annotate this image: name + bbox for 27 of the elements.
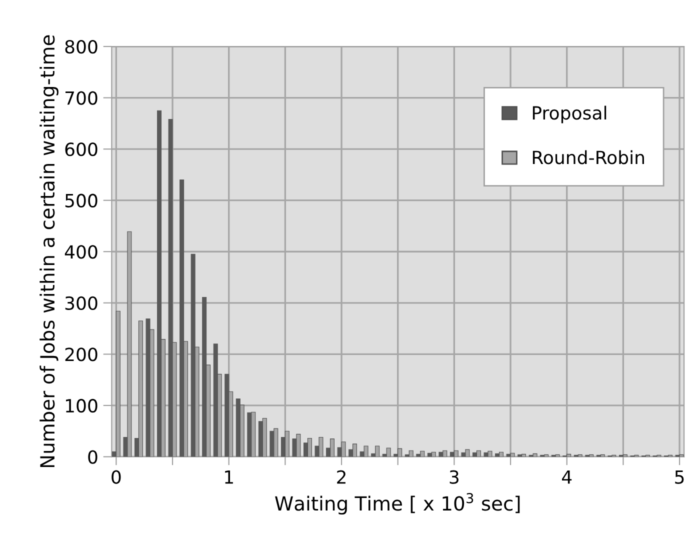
bar <box>180 180 184 457</box>
x-tick-label: 3 <box>450 470 458 484</box>
y-tick-label: 400 <box>64 245 98 259</box>
bar <box>168 119 173 457</box>
x-tick-label: 0 <box>112 470 121 484</box>
y-tick-label: 200 <box>65 348 98 362</box>
bar <box>213 344 218 457</box>
y-tick-label: 800 <box>65 40 98 54</box>
legend-label: Proposal <box>532 106 606 124</box>
y-axis-title: Number of Jobs within a certain waiting-time <box>40 35 58 468</box>
x-tick-label: 2 <box>337 470 346 484</box>
legend-label: Round-Robin <box>532 150 644 164</box>
bar <box>236 398 240 457</box>
bar <box>224 374 230 457</box>
x-axis-title: Waiting Time [ x 10$^{3}$ sec] <box>275 492 520 515</box>
y-tick-label: 700 <box>66 91 98 105</box>
x-tick-label: 5 <box>675 470 684 484</box>
y-tick-label: 600 <box>65 142 98 156</box>
x-tick-label: 1 <box>225 470 233 484</box>
bar <box>202 296 207 457</box>
bar <box>146 318 150 457</box>
x-tick-label: 4 <box>562 470 572 484</box>
y-tick-label: 100 <box>66 398 98 413</box>
y-tick-label: 0 <box>88 450 98 464</box>
bar <box>157 110 162 457</box>
y-tick-label: 500 <box>65 194 98 208</box>
y-tick-label: 300 <box>65 296 98 310</box>
